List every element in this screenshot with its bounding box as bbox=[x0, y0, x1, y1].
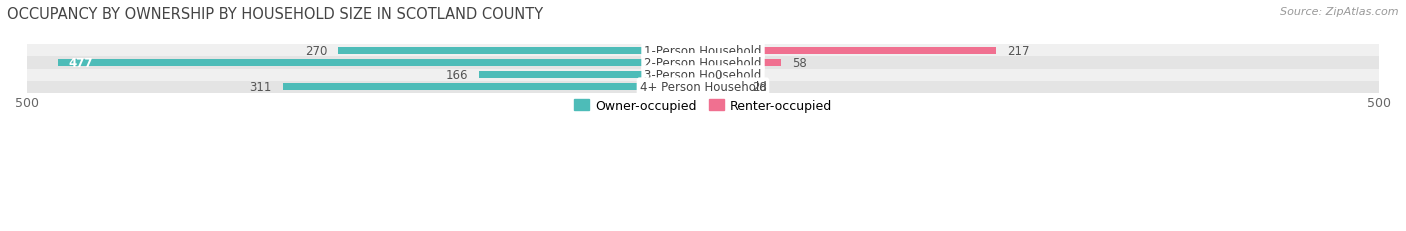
Text: 3-Person Household: 3-Person Household bbox=[644, 69, 762, 82]
Bar bbox=[283, 84, 703, 91]
Bar bbox=[703, 84, 741, 91]
Bar bbox=[703, 47, 997, 55]
Text: 0: 0 bbox=[714, 69, 721, 82]
Legend: Owner-occupied, Renter-occupied: Owner-occupied, Renter-occupied bbox=[568, 94, 838, 117]
Text: 217: 217 bbox=[1007, 45, 1029, 58]
Text: 1-Person Household: 1-Person Household bbox=[644, 45, 762, 58]
Text: 28: 28 bbox=[752, 81, 766, 94]
Text: 311: 311 bbox=[249, 81, 271, 94]
Text: 2-Person Household: 2-Person Household bbox=[644, 57, 762, 70]
Text: 166: 166 bbox=[446, 69, 468, 82]
Bar bbox=[478, 72, 703, 79]
Text: 270: 270 bbox=[305, 45, 328, 58]
Bar bbox=[58, 60, 703, 67]
Text: 4+ Person Household: 4+ Person Household bbox=[640, 81, 766, 94]
Bar bbox=[27, 81, 1379, 94]
Bar bbox=[27, 45, 1379, 57]
Bar bbox=[27, 69, 1379, 81]
Bar bbox=[337, 47, 703, 55]
Text: Source: ZipAtlas.com: Source: ZipAtlas.com bbox=[1281, 7, 1399, 17]
Bar bbox=[27, 57, 1379, 69]
Text: OCCUPANCY BY OWNERSHIP BY HOUSEHOLD SIZE IN SCOTLAND COUNTY: OCCUPANCY BY OWNERSHIP BY HOUSEHOLD SIZE… bbox=[7, 7, 543, 22]
Text: 58: 58 bbox=[792, 57, 807, 70]
Bar bbox=[703, 60, 782, 67]
Text: 477: 477 bbox=[69, 57, 93, 70]
